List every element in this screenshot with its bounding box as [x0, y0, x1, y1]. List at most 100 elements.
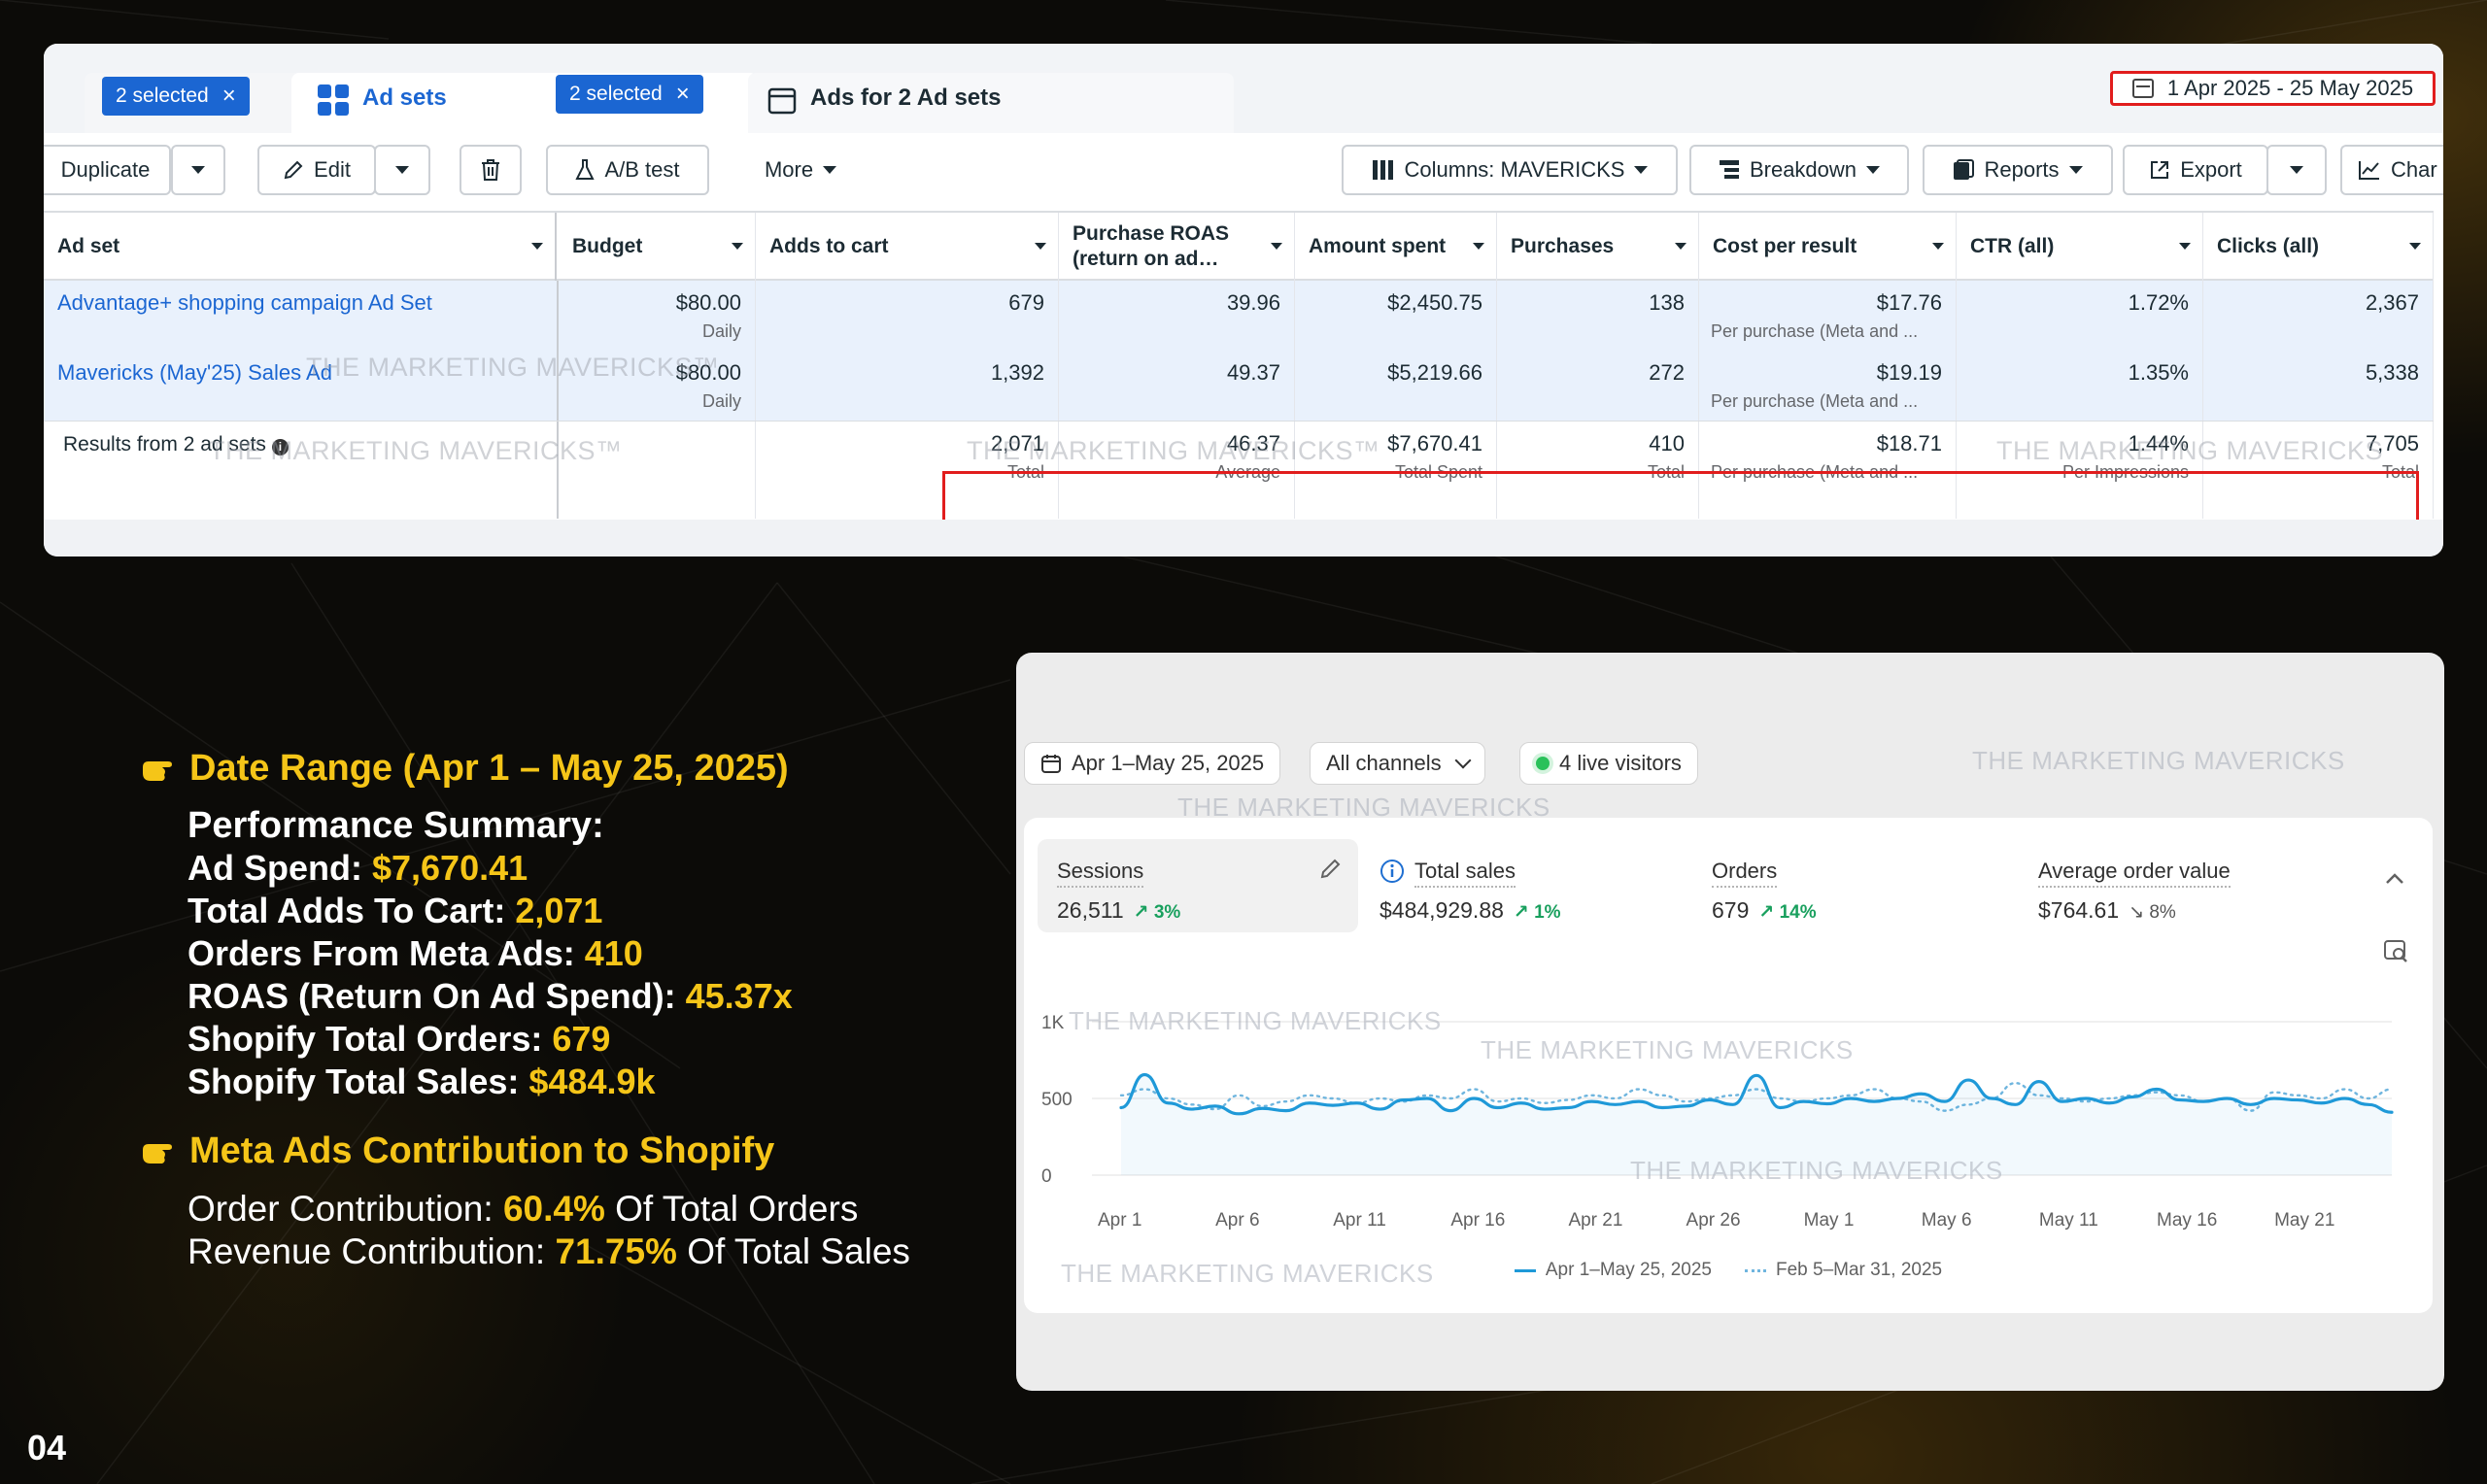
export-dropdown-button[interactable]	[2266, 145, 2327, 195]
chevron-down-icon[interactable]	[1035, 243, 1046, 250]
watermark: THE MARKETING MAVERICKS	[1061, 1259, 1434, 1288]
ad-set-name-link[interactable]: Advantage+ shopping campaign Ad Set	[57, 290, 432, 315]
export-button[interactable]: Export	[2123, 145, 2268, 195]
watermark: THE MARKETING MAVERICKS	[1972, 746, 2345, 775]
summary-line: Shopify Total Orders: 679	[187, 1019, 611, 1059]
chevron-down-icon[interactable]	[2179, 243, 2191, 250]
metric-value: $484,929.88	[1380, 897, 1504, 923]
chart-settings-icon[interactable]	[2382, 938, 2409, 965]
info-icon[interactable]	[1380, 859, 1405, 884]
metric-value: 679	[1712, 897, 1750, 923]
adds-to-cart-value: 1,392	[990, 360, 1044, 385]
shopify-analytics-panel: Apr 1–May 25, 2025 All channels 4 live v…	[1016, 653, 2444, 1391]
chevron-down-icon	[2290, 166, 2303, 174]
chevron-down-icon[interactable]	[2409, 243, 2421, 250]
watermark: THE MARKETING MAVERICKS™	[306, 353, 720, 382]
chevron-down-icon[interactable]	[1271, 243, 1282, 250]
duplicate-button[interactable]: Duplicate	[44, 145, 171, 195]
ab-test-button[interactable]: A/B test	[546, 145, 709, 195]
ad-sets-table: Ad set Budget Adds to cart Purchase ROAS…	[44, 211, 2434, 556]
ad-set-name-link[interactable]: Mavericks (May'25) Sales Ad	[57, 360, 332, 385]
breakdown-button[interactable]: Breakdown	[1689, 145, 1909, 195]
adsets-selected-chip[interactable]: 2 selected ×	[556, 75, 703, 114]
toolbar: Duplicate Edit A/B test More Columns: MA…	[44, 141, 2443, 199]
legend-swatch	[1745, 1268, 1766, 1272]
column-header-budget[interactable]: Budget	[559, 213, 756, 281]
performance-summary: Date Range (Apr 1 – May 25, 2025) Perfor…	[141, 748, 910, 1273]
info-icon[interactable]: i	[271, 439, 289, 455]
reports-button[interactable]: Reports	[1923, 145, 2113, 195]
chevron-down-icon[interactable]	[1675, 243, 1686, 250]
metric-label: Orders	[1712, 859, 1778, 888]
table-row[interactable]: Mavericks (May'25) Sales Ad $80.00 Daily …	[44, 351, 2434, 421]
live-visitors-pill[interactable]: 4 live visitors	[1519, 742, 1698, 785]
column-header-purchases[interactable]: Purchases	[1497, 213, 1699, 281]
legend-item-previous[interactable]: Feb 5–Mar 31, 2025	[1745, 1260, 1942, 1281]
sessions-chart: 1K 500 0 Apr 1 Apr 6 Apr 11 Apr 16 Apr 21 Apr 26…	[1024, 963, 2433, 1313]
column-header-adds-to-cart[interactable]: Adds to cart	[756, 213, 1059, 281]
metric-change: 1%	[1534, 902, 1561, 923]
chevron-down-icon	[2068, 166, 2083, 174]
level-tabs: 2 selected × Ad sets 2 selected × Ads fo…	[44, 44, 2443, 133]
column-header-cost-per-result[interactable]: Cost per result	[1699, 213, 1957, 281]
metric-average-order-value[interactable]: Average order value $764.61 ↘ 8%	[2038, 859, 2231, 923]
calendar-icon	[1041, 755, 1061, 773]
close-icon[interactable]: ×	[675, 81, 690, 107]
flask-icon	[575, 159, 596, 180]
page-number: 04	[27, 1428, 67, 1467]
series-area	[1121, 1074, 2392, 1175]
metric-sessions[interactable]: Sessions 26,511 ↗ 3%	[1038, 839, 1358, 932]
chevron-down-icon[interactable]	[1473, 243, 1484, 250]
columns-icon	[1372, 160, 1393, 180]
table-row[interactable]: Advantage+ shopping campaign Ad Set $80.…	[44, 281, 2434, 351]
pencil-icon[interactable]	[1319, 857, 1343, 880]
pointing-hand-icon	[143, 760, 172, 781]
delete-button[interactable]	[460, 145, 522, 195]
y-tick-label: 1K	[1041, 1013, 1065, 1033]
chevron-down-icon[interactable]	[732, 243, 743, 250]
column-header-purchase-roas[interactable]: Purchase ROAS (return on ad…	[1059, 213, 1295, 281]
metric-label: Sessions	[1057, 859, 1144, 888]
edit-button[interactable]: Edit	[257, 145, 376, 195]
ctr-value: 1.35%	[2128, 360, 2189, 385]
chevron-down-icon[interactable]	[531, 243, 543, 250]
chart-legend: Apr 1–May 25, 2025 Feb 5–Mar 31, 2025	[1024, 1260, 2433, 1281]
cost-per-result-value: $19.19	[1876, 360, 1942, 385]
summary-cost-per-result: $18.71	[1876, 431, 1942, 455]
column-header-amount-spent[interactable]: Amount spent	[1295, 213, 1497, 281]
chevron-up-icon[interactable]	[2384, 872, 2405, 886]
column-header-ad-set[interactable]: Ad set	[44, 213, 557, 281]
chevron-down-icon	[395, 166, 409, 174]
budget-value: $80.00	[675, 360, 741, 385]
channels-dropdown[interactable]: All channels	[1310, 742, 1485, 785]
chevron-down-icon	[823, 166, 837, 174]
metric-label: Total sales	[1414, 859, 1516, 888]
calendar-icon	[2131, 79, 2154, 98]
cost-per-result-value: $17.76	[1876, 290, 1942, 315]
y-tick-label: 0	[1041, 1166, 1052, 1187]
summary-ctr: 1.44%	[2128, 431, 2189, 455]
pointing-hand-icon	[143, 1143, 172, 1164]
metric-orders[interactable]: Orders 679 ↗ 14%	[1712, 859, 1817, 923]
column-header-clicks[interactable]: Clicks (all)	[2203, 213, 2434, 281]
charts-button[interactable]: Char	[2340, 145, 2443, 195]
edit-dropdown-button[interactable]	[374, 145, 430, 195]
metric-total-sales[interactable]: Total sales $484,929.88 ↗ 1%	[1380, 859, 1561, 923]
duplicate-dropdown-button[interactable]	[171, 145, 225, 195]
campaigns-selected-chip[interactable]: 2 selected ×	[102, 77, 250, 116]
legend-item-current[interactable]: Apr 1–May 25, 2025	[1514, 1260, 1712, 1281]
date-range-pill[interactable]: Apr 1–May 25, 2025	[1024, 742, 1281, 785]
chevron-down-icon[interactable]	[1932, 243, 1944, 250]
close-icon[interactable]: ×	[221, 83, 236, 109]
watermark: THE MARKETING MAVERICKS™	[967, 436, 1380, 465]
column-header-ctr[interactable]: CTR (all)	[1957, 213, 2203, 281]
metric-change: 8%	[2149, 902, 2176, 923]
budget-type: Daily	[701, 321, 741, 341]
summary-roas: 46.37	[1226, 431, 1280, 455]
date-range-picker[interactable]: 1 Apr 2025 - 25 May 2025	[2110, 71, 2436, 106]
tab-ads[interactable]	[748, 73, 1234, 133]
columns-button[interactable]: Columns: MAVERICKS	[1342, 145, 1678, 195]
more-button[interactable]: More	[728, 145, 873, 195]
ctr-value: 1.72%	[2128, 290, 2189, 315]
summary-amount-spent: $7,670.41	[1387, 431, 1482, 455]
